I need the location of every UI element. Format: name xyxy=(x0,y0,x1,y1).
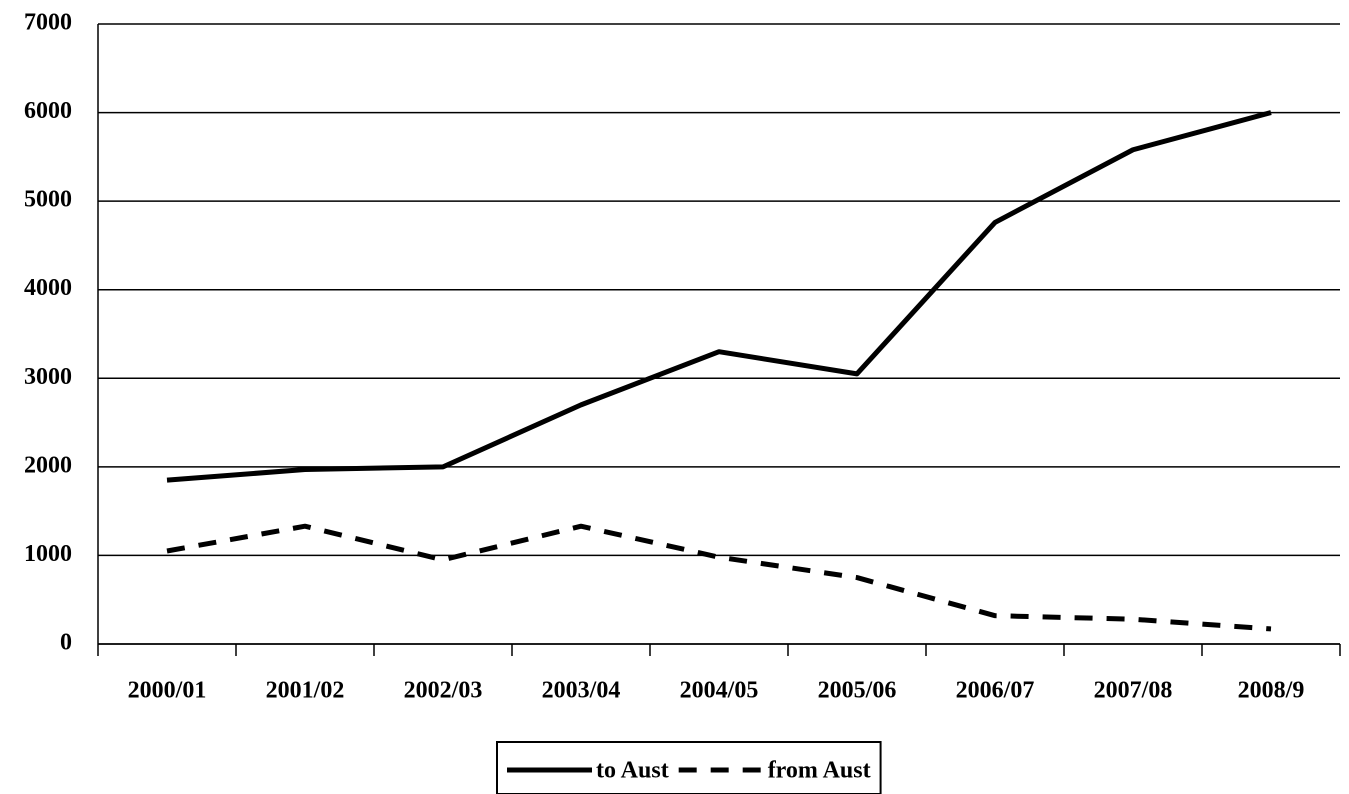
x-tick-label: 2003/04 xyxy=(542,678,621,704)
y-tick-label: 3000 xyxy=(24,364,72,390)
x-tick-label: 2006/07 xyxy=(956,678,1035,704)
y-tick-label: 6000 xyxy=(24,98,72,124)
x-tick-label: 2005/06 xyxy=(818,678,897,704)
x-tick-label: 2001/02 xyxy=(266,678,345,704)
y-tick-label: 1000 xyxy=(24,541,72,567)
x-tick-label: 2007/08 xyxy=(1094,678,1173,704)
legend-label: from Aust xyxy=(768,758,871,784)
y-tick-label: 2000 xyxy=(24,452,72,478)
y-tick-label: 7000 xyxy=(24,10,72,36)
x-tick-label: 2004/05 xyxy=(680,678,759,704)
x-tick-label: 2008/9 xyxy=(1238,678,1305,704)
y-tick-label: 0 xyxy=(60,630,72,656)
legend-label: to Aust xyxy=(596,758,669,784)
y-tick-label: 5000 xyxy=(24,187,72,213)
series-line xyxy=(166,523,1272,632)
series-line xyxy=(166,110,1272,483)
x-tick-label: 2002/03 xyxy=(404,678,483,704)
legend: to Aust from Aust xyxy=(496,741,882,794)
x-tick-label: 2000/01 xyxy=(128,678,207,704)
y-tick-label: 4000 xyxy=(24,275,72,301)
